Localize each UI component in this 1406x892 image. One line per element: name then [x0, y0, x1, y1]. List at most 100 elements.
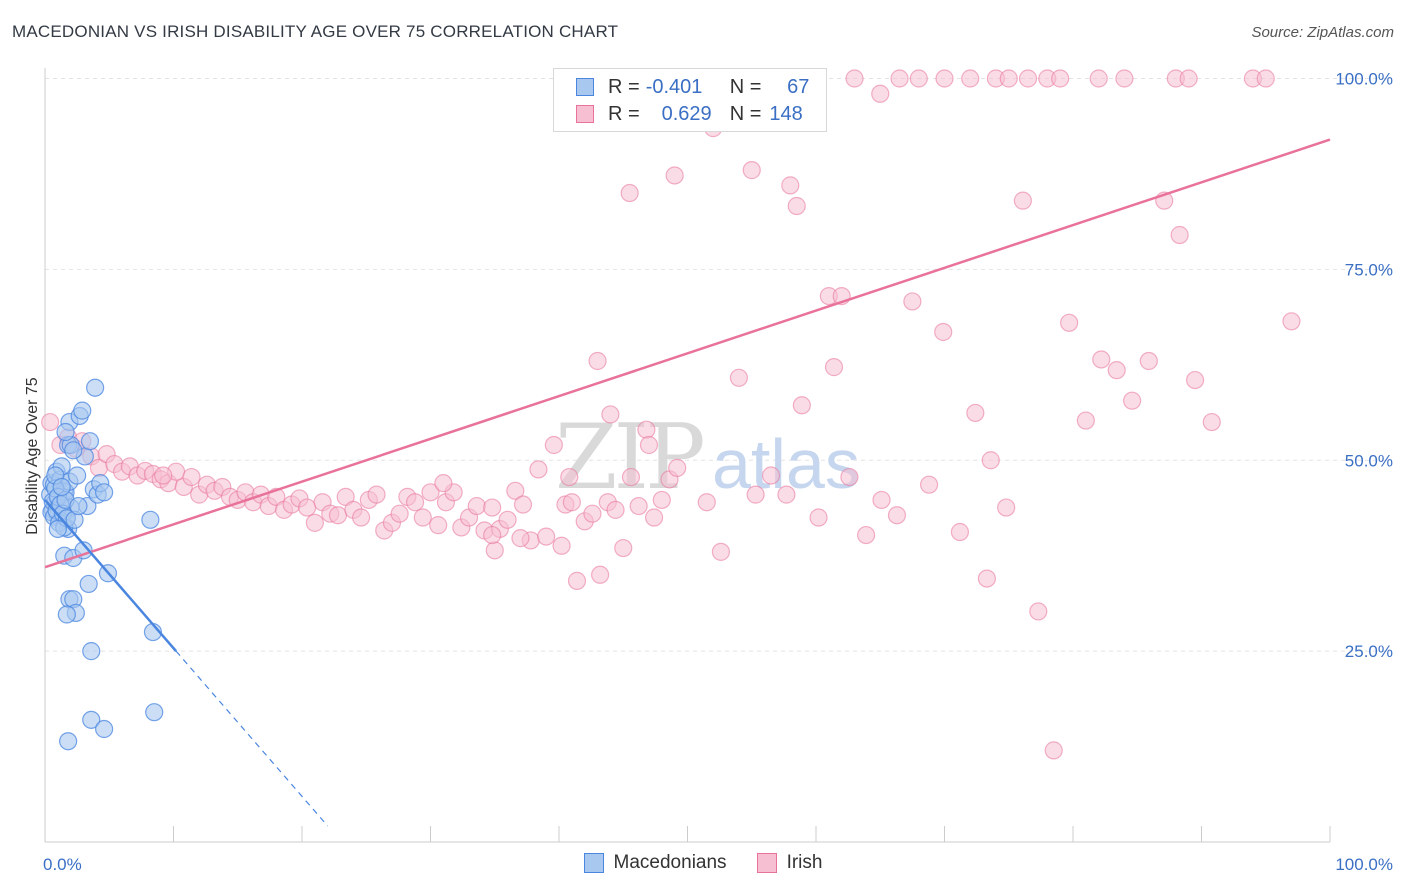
irish-point-60 [506, 481, 525, 500]
irish-point-118 [1123, 391, 1142, 410]
y-tick-label-0: 25.0% [1345, 642, 1393, 661]
axes [44, 68, 1331, 843]
macedonian-point-63 [48, 519, 67, 539]
macedonian-r-value: -0.401 [645, 75, 703, 98]
irish-point-142 [1115, 69, 1134, 88]
irish-point-90 [562, 493, 581, 512]
chart-title: MACEDONIAN VS IRISH DISABILITY AGE OVER … [12, 22, 619, 41]
irish-point-70 [583, 504, 602, 523]
irish-point-116 [1092, 350, 1111, 369]
irish-point-129 [781, 176, 800, 195]
legend-item-macedonians[interactable]: Macedonians [583, 852, 727, 874]
irish-point-82 [154, 466, 173, 485]
irish-point-45 [390, 504, 409, 523]
irish-point-100 [840, 467, 859, 487]
irish-point-103 [887, 506, 907, 525]
macedonian-trend-extension [175, 650, 329, 827]
irish-point-136 [961, 69, 980, 88]
irish-point-75 [621, 467, 641, 487]
irish-point-88 [601, 405, 620, 424]
x-tick-labels: 0.0% 100.0% [43, 855, 1393, 874]
macedonian-point-56 [141, 510, 160, 529]
irish-points [41, 69, 1301, 760]
irish-point-65 [544, 435, 563, 455]
irish-point-152 [977, 569, 997, 588]
irish-point-95 [761, 466, 781, 485]
macedonian-n-value: 67 [787, 75, 810, 98]
macedonian-swatch [576, 78, 594, 96]
irish-point-98 [809, 508, 828, 527]
irish-swatch [576, 105, 594, 123]
y-tick-labels: 25.0% 50.0% 75.0% 100.0% [1335, 70, 1393, 662]
irish-point-18 [182, 467, 201, 487]
legend-item-irish[interactable]: Irish [756, 852, 822, 874]
irish-point-87 [483, 525, 502, 545]
macedonian-r-label: R = [608, 75, 640, 98]
irish-point-110 [997, 498, 1016, 517]
y-axis-label: Disability Age Over 75 [24, 377, 41, 535]
irish-point-125 [620, 183, 639, 203]
macedonian-point-39 [80, 432, 100, 451]
irish-point-141 [1089, 69, 1108, 88]
irish-point-96 [777, 485, 796, 504]
irish-point-133 [871, 84, 890, 103]
irish-point-151 [935, 69, 954, 88]
irish-point-112 [1029, 602, 1048, 621]
macedonian-trend-line [44, 499, 178, 652]
irish-n-value: 148 [769, 102, 803, 125]
macedonians-legend-swatch [583, 853, 604, 873]
irish-point-89 [639, 435, 659, 455]
irish-r-value: 0.629 [661, 102, 712, 125]
irish-point-140 [1051, 69, 1070, 88]
correlation-legend: R = -0.401 N = 67 R = 0.629 N = 148 [553, 68, 827, 132]
irish-point-63 [529, 460, 548, 479]
irish-point-81 [668, 458, 687, 477]
irish-point-108 [966, 403, 985, 423]
irish-point-86 [511, 529, 530, 548]
irish-point-76 [629, 496, 648, 516]
irish-point-0 [41, 412, 60, 432]
macedonian-point-59 [145, 703, 164, 722]
irish-point-92 [711, 542, 731, 561]
macedonian-point-46 [64, 441, 83, 460]
irish-point-67 [560, 467, 579, 487]
irish-point-153 [1018, 69, 1038, 88]
irish-point-122 [1185, 370, 1205, 390]
macedonian-point-60 [82, 710, 101, 729]
irish-point-109 [981, 451, 1000, 470]
irish-point-49 [421, 483, 440, 502]
macedonian-point-62 [59, 732, 78, 751]
x-tick-label-min: 0.0% [43, 855, 82, 874]
irish-point-40 [352, 508, 371, 527]
irish-point-47 [405, 493, 425, 512]
irish-n-label: N = [729, 102, 762, 125]
irish-point-94 [746, 485, 765, 504]
irish-point-50 [429, 516, 448, 535]
legend-row-macedonian: R = -0.401 N = 67 [576, 75, 809, 99]
irish-point-99 [824, 358, 844, 377]
macedonian-point-45 [56, 422, 75, 442]
irish-point-68 [567, 571, 587, 590]
irish-point-123 [1202, 412, 1221, 432]
irish-point-150 [845, 69, 864, 88]
irish-point-104 [903, 292, 922, 311]
macedonian-point-36 [73, 401, 92, 420]
irish-point-42 [367, 485, 386, 504]
macedonians-legend-label: Macedonians [613, 852, 727, 873]
irish-point-91 [697, 493, 716, 512]
macedonian-point-41 [86, 378, 105, 397]
source-label: Source: ZipAtlas.com [1251, 24, 1394, 41]
irish-point-114 [1060, 313, 1079, 332]
irish-point-79 [652, 490, 671, 510]
irish-point-111 [1013, 191, 1032, 210]
irish-point-59 [498, 510, 517, 529]
irish-point-115 [1076, 411, 1095, 430]
irish-point-126 [665, 166, 684, 185]
irish-point-61 [513, 495, 533, 514]
irish-point-106 [934, 322, 953, 342]
irish-point-34 [305, 513, 324, 532]
irish-point-66 [552, 536, 571, 555]
irish-point-145 [1256, 69, 1275, 88]
irish-point-55 [467, 496, 486, 516]
